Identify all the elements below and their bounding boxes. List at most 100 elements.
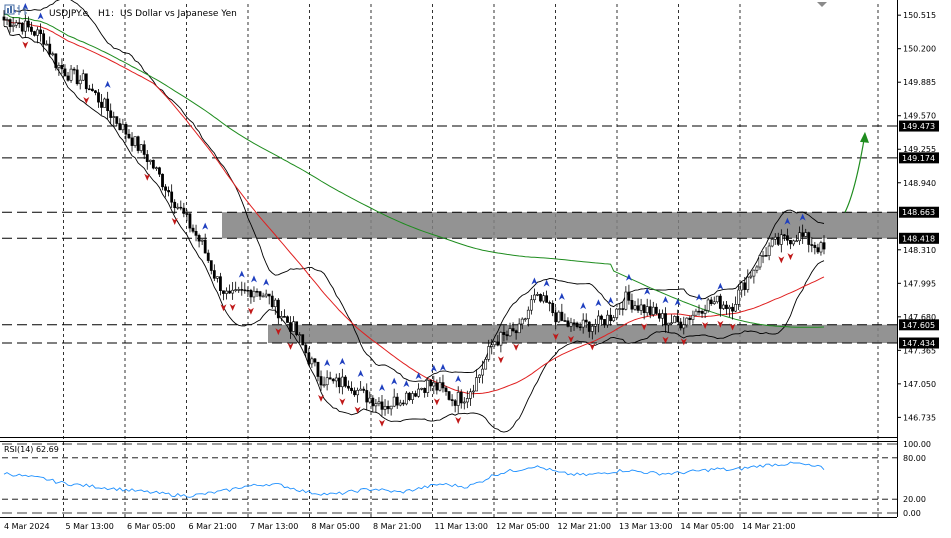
candle [773, 233, 777, 245]
rsi-label: RSI(14) 62.69 [4, 445, 59, 454]
candle [718, 293, 722, 317]
candle [645, 298, 649, 317]
bollinger-upper-line [3, 0, 825, 382]
time-tick-label: 8 Mar 05:00 [312, 522, 360, 531]
candle [630, 293, 634, 313]
candle [514, 329, 518, 340]
chart-shift-marker-icon[interactable] [817, 2, 827, 7]
fractal-down-arrow-icon [589, 343, 596, 351]
candle [819, 240, 823, 256]
candle [66, 72, 70, 82]
bar-chart-icon[interactable] [17, 5, 27, 15]
candle [523, 317, 527, 322]
candle [148, 159, 152, 165]
candle [740, 282, 744, 298]
candle [755, 265, 759, 274]
candle [81, 69, 85, 81]
candle [453, 398, 457, 413]
candle [325, 370, 329, 391]
level-price-tag: 147.434 [899, 337, 939, 349]
candle [295, 321, 299, 337]
candle [529, 295, 533, 315]
candle [633, 300, 637, 311]
candle [209, 260, 213, 275]
price-tick-label: 146.735 [903, 413, 936, 422]
level-price-tag: 147.605 [899, 319, 939, 331]
candle [673, 315, 677, 324]
candle [54, 53, 58, 71]
fractal-up-arrow-icon [403, 380, 410, 388]
candle [679, 317, 683, 331]
fractal-up-arrow-icon [558, 292, 565, 300]
candle [810, 237, 814, 253]
candle [511, 322, 515, 333]
chart-menu-icon[interactable] [4, 4, 15, 15]
candle [499, 331, 503, 353]
candle [124, 121, 128, 143]
level-price-tags: 149.473 149.174 148.663 148.418 147.605 147.4… [899, 120, 939, 349]
candle [234, 281, 238, 293]
candle [478, 374, 481, 384]
candle [87, 84, 91, 91]
svg-text:148.418: 148.418 [902, 234, 935, 243]
candle [286, 315, 289, 323]
price-tick-label: 147.995 [903, 279, 936, 288]
candle [240, 281, 244, 296]
candle [664, 307, 667, 333]
candle [572, 319, 576, 331]
candle [307, 347, 311, 365]
candle [554, 307, 558, 330]
candle [401, 399, 405, 407]
candle [100, 93, 103, 115]
candle [158, 166, 161, 177]
candle [560, 303, 564, 322]
candle [694, 308, 698, 316]
fractal-down-arrow-icon [229, 303, 236, 311]
candle [609, 307, 613, 326]
candle [121, 118, 125, 133]
candle [731, 303, 734, 320]
candle [490, 339, 494, 355]
candle [206, 249, 210, 263]
symbol-label: USDJPY.e [49, 9, 89, 19]
candle [590, 323, 594, 340]
sr-zone-rect [222, 212, 897, 239]
candle [133, 136, 137, 148]
rsi-panel: 100.00 80.00 20.00 0.00 [2, 440, 931, 518]
candle [344, 375, 347, 388]
svg-text:149.174: 149.174 [902, 154, 935, 163]
fractal-down-arrow-icon [378, 419, 385, 427]
candle [374, 398, 378, 413]
candle [386, 400, 390, 414]
candle [75, 65, 79, 86]
level-price-tag: 148.418 [899, 232, 939, 244]
candle [252, 286, 256, 302]
candle [42, 29, 46, 52]
candle [182, 202, 186, 218]
candle [709, 296, 713, 306]
fractal-down-arrow-icon [287, 342, 294, 350]
candle [8, 18, 12, 33]
candle [734, 296, 737, 313]
title-separator: , [87, 9, 90, 19]
candle [78, 75, 82, 90]
candle [600, 314, 603, 326]
fractal-up-arrow-icon [263, 278, 270, 286]
candle [267, 293, 271, 305]
level-price-tag: 149.473 [899, 120, 939, 132]
candle [255, 288, 259, 297]
candle [84, 73, 88, 93]
candle [661, 309, 664, 327]
fractal-up-arrow-icon [37, 12, 44, 20]
candle [139, 144, 143, 153]
candle [795, 234, 798, 243]
candle [301, 334, 305, 346]
fractal-down-arrow-icon [729, 323, 736, 331]
price-tick-label: 150.200 [903, 45, 936, 54]
candle [767, 242, 771, 261]
fractal-up-arrow-icon [717, 282, 724, 290]
candle [319, 370, 323, 391]
candle [465, 390, 469, 409]
time-tick-label: 13 Mar 13:00 [619, 522, 672, 531]
